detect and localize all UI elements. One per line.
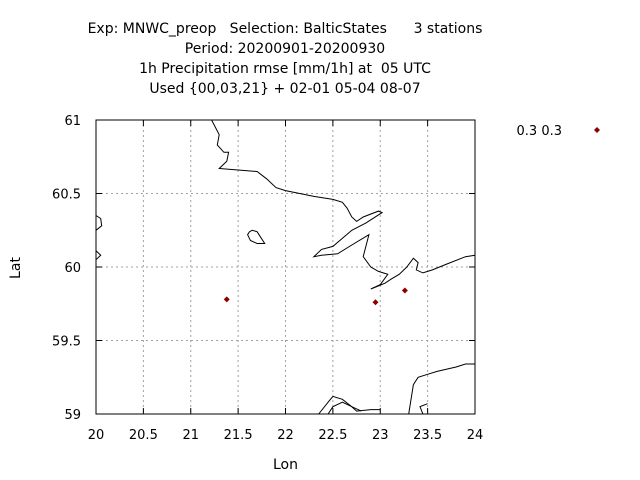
y-axis-ticks: 59 59.5 60 60.5 61 [52, 114, 475, 423]
x-tick-label: 20 [88, 428, 105, 443]
grid-lines [96, 120, 475, 414]
x-tick-label: 23 [372, 428, 389, 443]
coastline [408, 363, 475, 415]
y-tick-label: 59.5 [52, 335, 81, 350]
x-tick-label: 20.5 [129, 428, 158, 443]
x-axis-label: Lon [273, 457, 298, 473]
coastlines [95, 119, 476, 415]
y-axis-label: Lat [8, 257, 24, 279]
legend: 0.3 0.3 [517, 124, 600, 139]
data-points [223, 287, 408, 306]
y-tick-label: 60.5 [52, 188, 81, 203]
y-tick-label: 59 [64, 408, 81, 423]
x-axis-ticks: 20 20.5 21 21.5 22 22.5 23 23.5 24 [88, 120, 484, 443]
station-point [401, 287, 408, 294]
coastline [419, 403, 428, 415]
y-tick-label: 61 [64, 114, 81, 129]
x-tick-label: 24 [467, 428, 484, 443]
legend-marker [594, 127, 600, 133]
coastline [211, 119, 476, 290]
chart-subtitle-used: Used {00,03,21} + 02-01 05-04 08-07 [149, 81, 421, 97]
x-tick-label: 22 [277, 428, 294, 443]
legend-label: 0.3 0.3 [517, 124, 562, 139]
x-tick-label: 23.5 [413, 428, 442, 443]
x-tick-label: 21.5 [224, 428, 253, 443]
coastline [318, 395, 381, 415]
coastline [247, 229, 266, 244]
y-tick-label: 60 [64, 261, 81, 276]
chart-subtitle-parameter: 1h Precipitation rmse [mm/1h] at 05 UTC [139, 61, 431, 77]
coastline [95, 250, 102, 261]
chart-title: Exp: MNWC_preop Selection: BalticStates … [87, 21, 483, 37]
station-point [372, 299, 379, 306]
x-tick-label: 21 [182, 428, 199, 443]
x-tick-label: 22.5 [318, 428, 347, 443]
chart-subtitle-period: Period: 20200901-20200930 [184, 41, 386, 57]
station-point [223, 296, 230, 303]
coastline [95, 215, 103, 231]
coastline [327, 401, 362, 415]
